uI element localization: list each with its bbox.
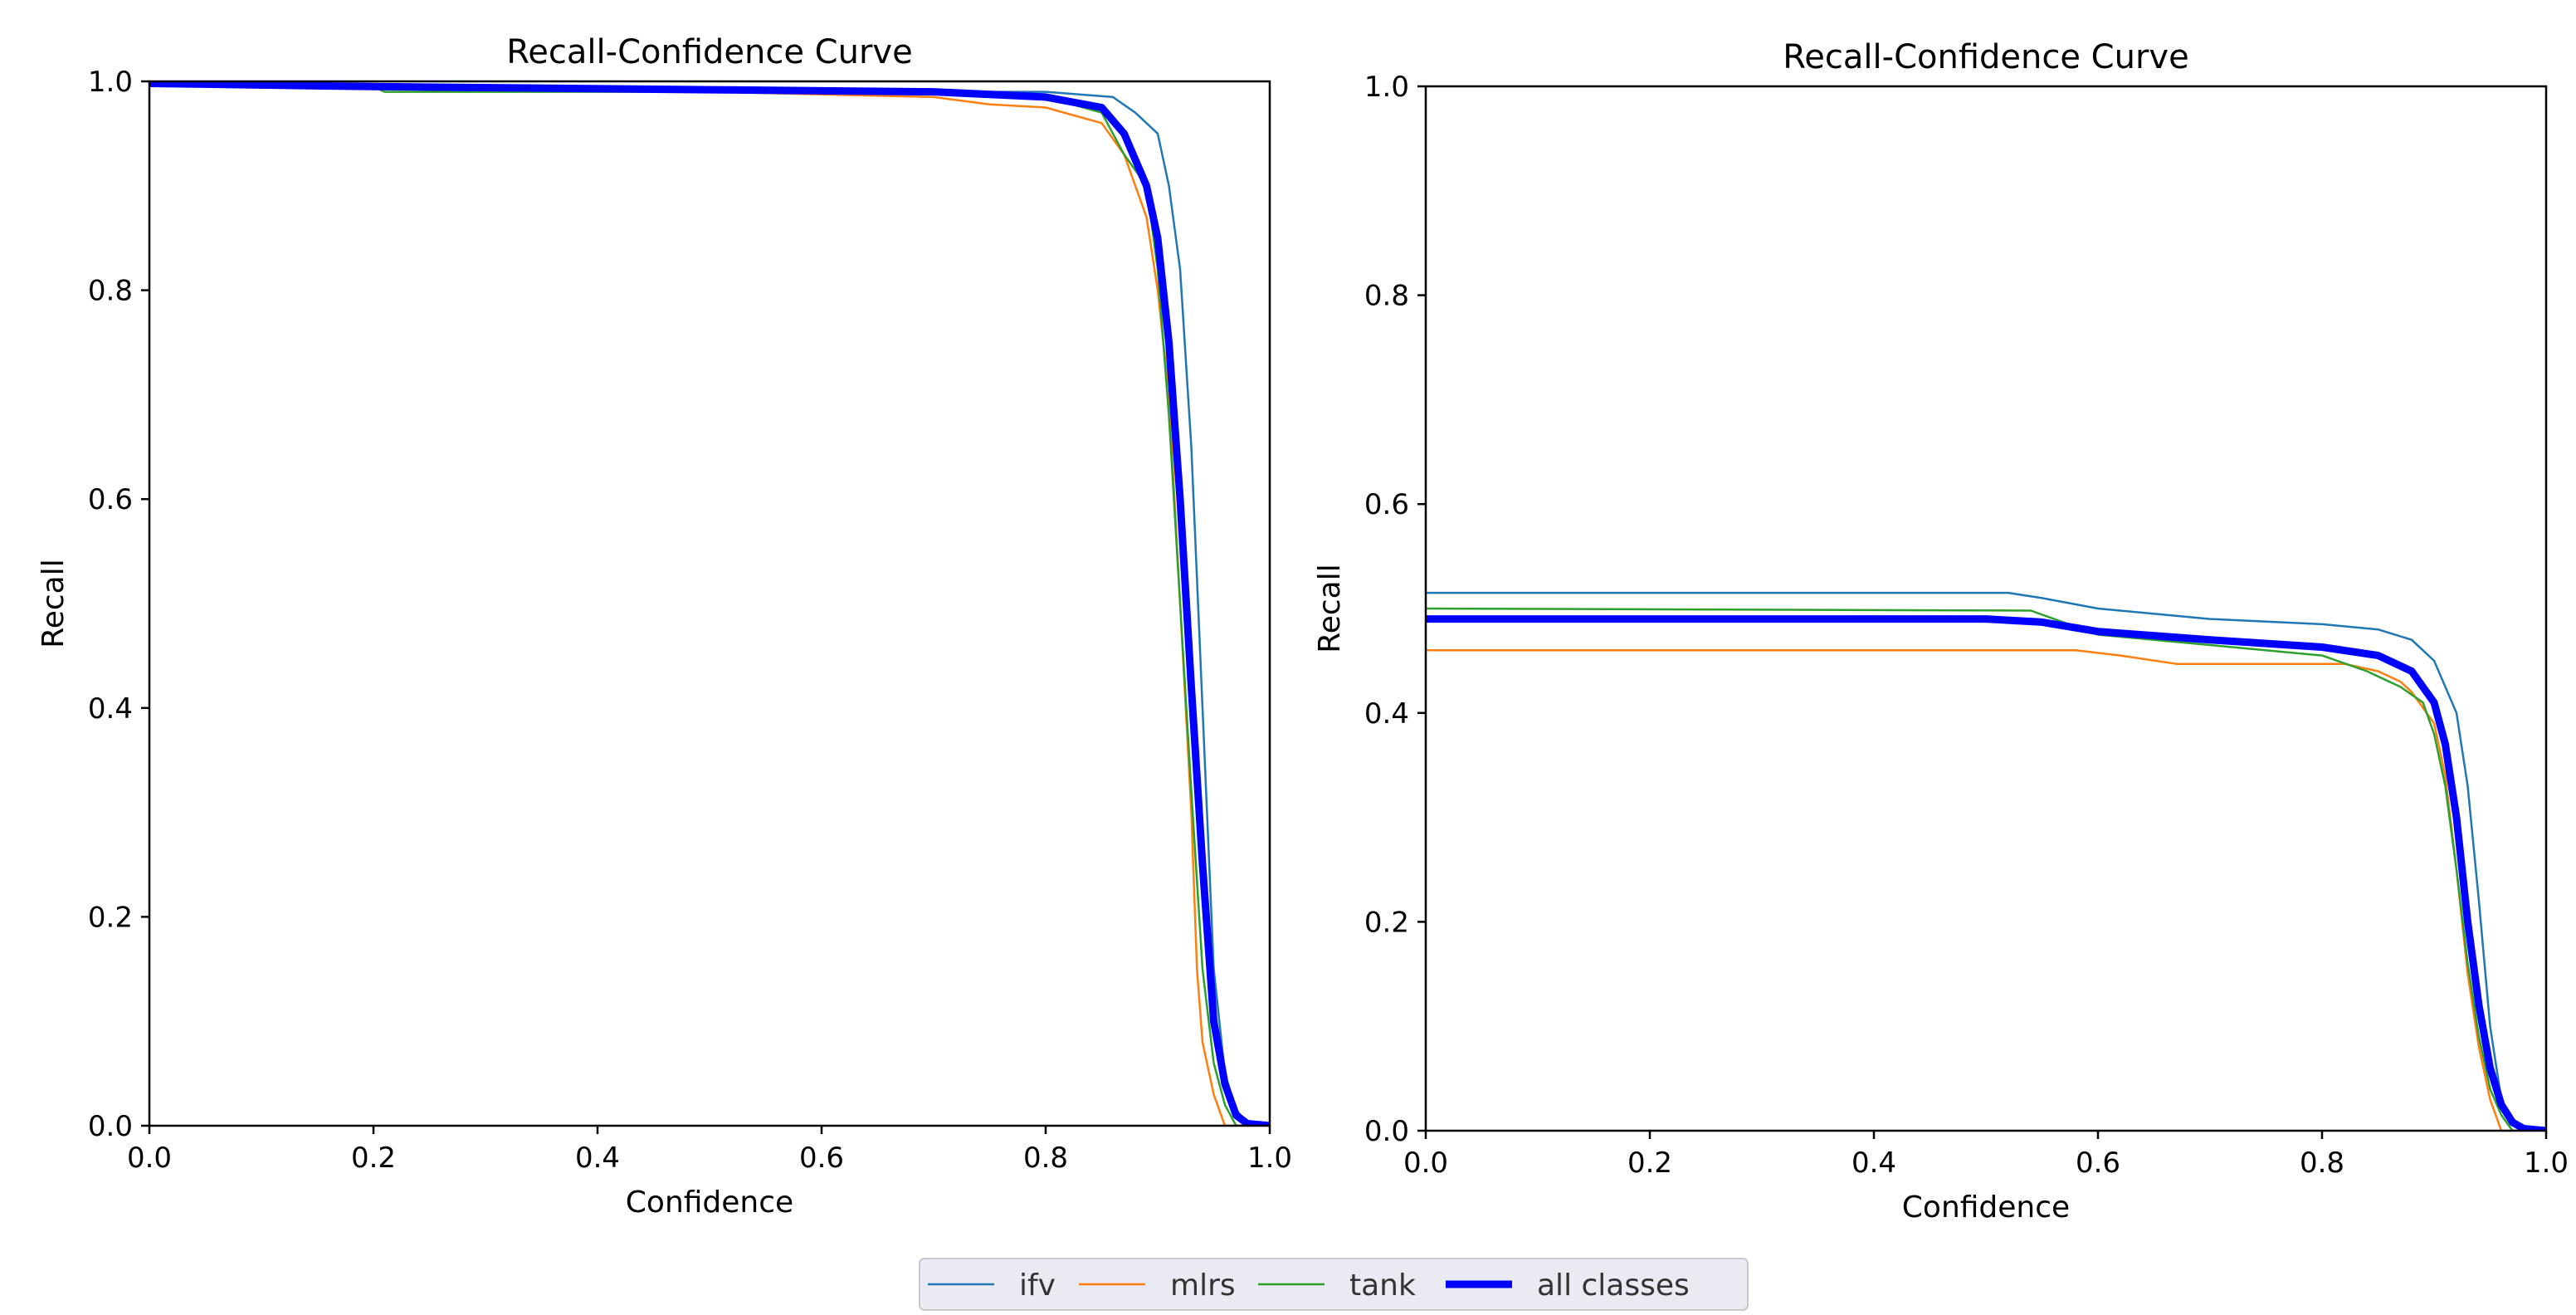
left-x-tick-label: 0.6 xyxy=(799,1141,844,1175)
left-x-tick-label: 0.2 xyxy=(351,1141,396,1175)
right-series-line-tank xyxy=(1426,607,2546,1131)
left-x-tick-label: 0.4 xyxy=(575,1141,620,1175)
right-y-ticks: 0.0 0.2 0.4 0.6 0.8 1.0 xyxy=(1364,71,1426,1148)
right-x-axis-label: Confidence xyxy=(1902,1190,2070,1225)
left-x-tick-label: 0.0 xyxy=(127,1141,172,1175)
right-plot-frame xyxy=(1424,85,2548,1132)
left-x-tick-label: 1.0 xyxy=(1247,1141,1292,1175)
legend-label-mlrs: mlrs xyxy=(1170,1269,1236,1303)
left-y-tick-label: 0.8 xyxy=(88,275,133,308)
right-x-tick-label: 0.6 xyxy=(2076,1146,2120,1180)
left-y-tick-label: 0.2 xyxy=(88,901,133,934)
right-y-tick-label: 0.2 xyxy=(1364,906,1409,939)
left-x-ticks: 0.0 0.2 0.4 0.6 0.8 1.0 xyxy=(127,1126,1292,1175)
left-chart-title: Recall-Confidence Curve xyxy=(506,33,912,71)
right-plot-area xyxy=(1426,591,2546,1131)
right-x-tick-label: 0.0 xyxy=(1403,1146,1448,1180)
legend-entries: ifv mlrs tank all classes xyxy=(928,1269,1690,1303)
left-y-ticks: 0.0 0.2 0.4 0.6 0.8 1.0 xyxy=(88,66,149,1143)
left-plot-frame xyxy=(148,80,1271,1127)
right-chart: Recall-Confidence Curve 0.0 0.2 0.4 0.6 0.8 1… xyxy=(1313,38,2569,1225)
right-y-tick-label: 1.0 xyxy=(1364,71,1409,104)
left-series-line-mlrs xyxy=(149,81,1270,1126)
right-x-tick-label: 0.8 xyxy=(2300,1146,2344,1180)
right-x-tick-label: 0.4 xyxy=(1852,1146,1896,1180)
legend-label-all-classes: all classes xyxy=(1537,1269,1690,1303)
right-y-tick-label: 0.0 xyxy=(1364,1115,1409,1148)
left-x-axis-label: Confidence xyxy=(626,1185,793,1220)
right-y-tick-label: 0.4 xyxy=(1364,697,1409,731)
legend-label-tank: tank xyxy=(1349,1269,1416,1303)
right-y-tick-label: 0.8 xyxy=(1364,280,1409,313)
left-y-tick-label: 0.6 xyxy=(88,483,133,516)
legend-box xyxy=(919,1258,1749,1311)
left-y-tick-label: 0.0 xyxy=(88,1110,133,1143)
left-plot-area xyxy=(149,81,1270,1126)
left-y-tick-label: 1.0 xyxy=(88,66,133,99)
left-chart: Recall-Confidence Curve 0.0 0.2 0.4 0.6 0.8 1… xyxy=(37,33,1292,1220)
right-series-line-all-classes xyxy=(1426,615,2546,1131)
right-x-ticks: 0.0 0.2 0.4 0.6 0.8 1.0 xyxy=(1403,1131,2569,1180)
legend-label-ifv: ifv xyxy=(1019,1269,1056,1303)
left-y-tick-label: 0.4 xyxy=(88,692,133,726)
right-series-line-mlrs xyxy=(1426,649,2546,1131)
right-x-tick-label: 0.2 xyxy=(1627,1146,1672,1180)
right-chart-title: Recall-Confidence Curve xyxy=(1783,38,2188,76)
left-y-axis-label: Recall xyxy=(37,559,71,648)
left-x-tick-label: 0.8 xyxy=(1023,1141,1068,1175)
right-y-axis-label: Recall xyxy=(1313,564,1347,653)
legend: ifv mlrs tank all classes xyxy=(919,1258,1749,1311)
right-y-tick-label: 0.6 xyxy=(1364,488,1409,521)
left-series-line-all-classes xyxy=(149,81,1270,1126)
right-x-tick-label: 1.0 xyxy=(2524,1146,2569,1180)
right-series-line-ifv xyxy=(1426,591,2546,1131)
